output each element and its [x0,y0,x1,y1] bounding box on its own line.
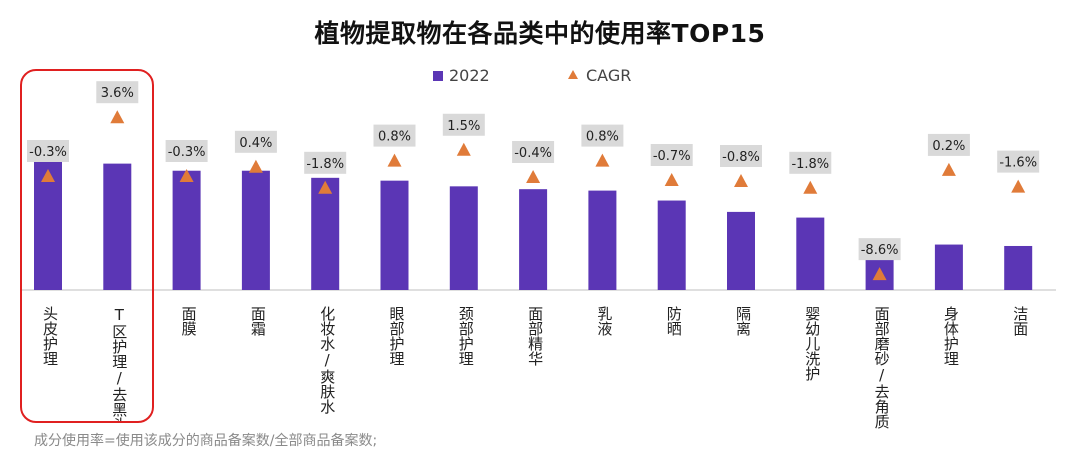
bar-2022 [103,163,132,290]
cagr-marker [110,110,125,124]
x-tick-label: 洁面 [1011,306,1029,336]
legend-bar-swatch [433,71,443,81]
cagr-label-bg [650,144,693,166]
x-tick-label: 身体护理 [941,306,959,366]
bar-2022 [796,217,825,290]
cagr-data-label: -0.3% [168,145,206,160]
bar-2022 [449,186,478,290]
cagr-marker [41,169,55,182]
cagr-marker [526,170,541,183]
cagr-marker [1011,179,1026,193]
cagr-data-label: -1.6% [999,156,1037,171]
bar-2022 [172,170,201,290]
x-tick-label: 面膜 [179,306,197,336]
highlight-box [20,69,154,423]
cagr-label-bg [442,113,485,136]
cagr-marker [595,153,610,167]
x-tick-label: 隔离 [734,306,751,336]
cagr-data-label: 1.5% [447,119,480,134]
cagr-marker [803,180,818,194]
x-tick-label: 婴幼儿洗护 [803,306,821,381]
cagr-data-label: -0.3% [29,145,67,160]
cagr-label-bg [165,140,208,162]
cagr-label-bg [997,150,1040,173]
bar-2022 [657,200,686,290]
bar-2022 [934,244,963,290]
cagr-label-bg [858,238,901,261]
cagr-marker [179,169,194,182]
cagr-label-bg [27,140,69,162]
x-tick-label: 面部精华 [526,306,544,366]
x-tick-label: 颈部护理 [456,306,474,366]
cagr-data-label: -1.8% [791,157,829,172]
cagr-marker [456,142,471,156]
x-tick-label: 化妆水/爽肤水 [318,306,336,414]
bar-2022 [311,177,340,290]
cagr-data-label: -1.8% [306,157,344,172]
cagr-marker [664,173,679,186]
cagr-marker [387,153,402,167]
cagr-label-bg [927,133,970,156]
cagr-data-label: 0.4% [239,136,272,151]
cagr-data-label: 3.6% [101,86,134,101]
cagr-marker [734,174,748,187]
cagr-label-bg [512,141,555,163]
cagr-data-label: -0.4% [514,146,552,161]
cagr-data-label: -0.8% [722,150,760,165]
bar-2022 [588,190,617,290]
bar-2022 [1004,245,1033,290]
cagr-data-label: 0.8% [586,130,619,145]
footnote: 成分使用率=使用该成分的商品备案数/全部商品备案数; [34,433,378,449]
legend-marker-triangle-icon [568,70,578,79]
cagr-label-bg [234,130,277,153]
legend-bar-label: 2022 [449,66,490,85]
cagr-data-label: -0.7% [653,149,691,164]
cagr-marker [318,180,333,194]
cagr-marker [248,159,263,173]
x-tick-label: 头皮护理 [41,306,58,366]
cagr-label-bg [581,124,624,147]
cagr-label-bg [720,145,762,167]
x-tick-label: T区护理/去黑头 [110,306,128,422]
legend-marker: CAGR [568,66,631,85]
bar-2022 [380,180,409,290]
cagr-label-bg [96,81,139,104]
cagr-label-bg [789,151,832,174]
cagr-data-label: 0.2% [932,139,965,154]
x-tick-label: 防晒 [664,306,682,336]
x-tick-label: 面霜 [248,306,266,336]
cagr-marker [872,267,887,281]
bar-2022 [241,170,270,290]
cagr-marker [941,162,956,176]
chart-title: 植物提取物在各品类中的使用率TOP15 [314,19,766,48]
cagr-label-bg [304,151,347,174]
legend-marker-label: CAGR [586,66,632,85]
x-tick-label: 乳液 [595,306,613,336]
bar-2022 [519,189,548,290]
x-tick-label: 眼部护理 [387,306,405,366]
x-tick-label: 面部磨砂/去角质 [872,306,890,429]
cagr-data-label: 0.8% [378,130,411,145]
cagr-label-bg [373,124,416,147]
bar-2022 [727,211,755,290]
legend-bar: 2022 [433,66,490,85]
cagr-data-label: -8.6% [861,243,899,258]
